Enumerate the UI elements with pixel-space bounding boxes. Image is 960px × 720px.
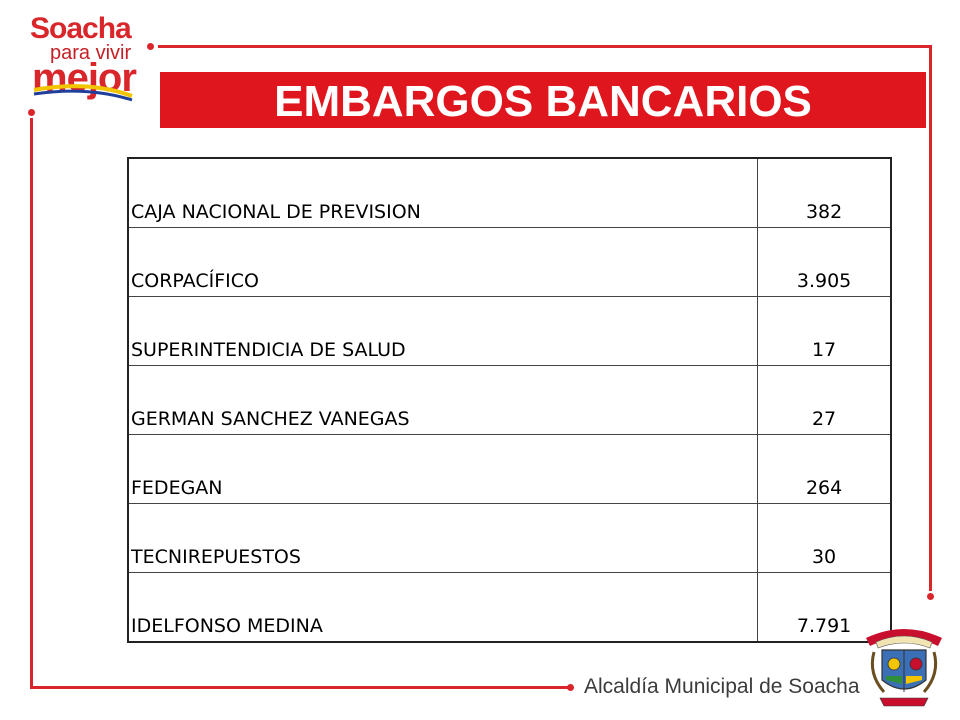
frame-bottom-line xyxy=(30,686,570,689)
table-row: FEDEGAN 264 xyxy=(127,434,892,504)
entity-cell: GERMAN SANCHEZ VANEGAS xyxy=(127,365,759,435)
table-row: TECNIREPUESTOS 30 xyxy=(127,503,892,573)
footer-text: Alcaldía Municipal de Soacha xyxy=(584,675,860,698)
value-cell: 264 xyxy=(757,434,892,504)
frame-left-line xyxy=(30,118,33,688)
value-cell: 30 xyxy=(757,503,892,573)
table-row: IDELFONSO MEDINA 7.791 xyxy=(127,572,892,643)
logo-swoosh-icon xyxy=(33,84,133,102)
value-cell: 17 xyxy=(757,296,892,366)
table-row: CAJA NACIONAL DE PREVISION 382 xyxy=(127,157,892,228)
table-row: GERMAN SANCHEZ VANEGAS 27 xyxy=(127,365,892,435)
frame-right-line xyxy=(929,45,932,591)
embargos-table: CAJA NACIONAL DE PREVISION 382 CORPACÍFI… xyxy=(127,157,892,643)
value-cell: 7.791 xyxy=(757,572,892,643)
frame-top-line xyxy=(158,45,931,48)
logo-line-1: Soacha xyxy=(30,12,132,45)
coat-of-arms-icon xyxy=(866,629,942,707)
page-title: EMBARGOS BANCARIOS xyxy=(160,72,926,128)
frame-dot-top xyxy=(147,43,154,50)
entity-cell: SUPERINTENDICIA DE SALUD xyxy=(127,296,759,366)
value-cell: 3.905 xyxy=(757,227,892,297)
value-cell: 382 xyxy=(757,157,892,228)
soacha-logo: Soacha para vivir mejor xyxy=(28,12,158,102)
frame-dot-left xyxy=(28,109,35,116)
table-row: CORPACÍFICO 3.905 xyxy=(127,227,892,297)
logo-line-2: para vivir xyxy=(50,42,132,64)
entity-cell: FEDEGAN xyxy=(127,434,759,504)
entity-cell: CORPACÍFICO xyxy=(127,227,759,297)
entity-cell: IDELFONSO MEDINA xyxy=(127,572,759,643)
entity-cell: CAJA NACIONAL DE PREVISION xyxy=(127,157,759,228)
frame-dot-bottom xyxy=(567,684,574,691)
value-cell: 27 xyxy=(757,365,892,435)
table-row: SUPERINTENDICIA DE SALUD 17 xyxy=(127,296,892,366)
entity-cell: TECNIREPUESTOS xyxy=(127,503,759,573)
frame-dot-right xyxy=(927,593,934,600)
